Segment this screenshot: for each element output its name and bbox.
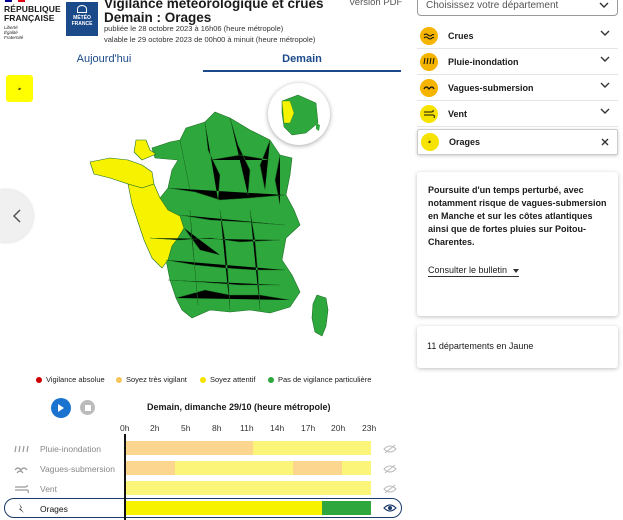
phenomena-list: Crues Pluie-inondation Vagues-submersion… <box>417 23 618 155</box>
hour-label: 11h <box>240 423 254 433</box>
hour-label: 0h <box>120 423 130 433</box>
department-count-card: 11 départements en Jaune <box>417 326 618 368</box>
map-green-zone <box>139 111 301 319</box>
play-button[interactable] <box>51 398 71 418</box>
hour-label: 2h <box>150 423 160 433</box>
tab-today[interactable]: Aujourd'hui <box>76 53 132 65</box>
department-select[interactable]: Choisissez votre département <box>417 0 618 16</box>
french-flag-icon <box>5 0 26 2</box>
orages-badge <box>6 75 33 102</box>
timeline-segment <box>126 501 322 515</box>
legend-pas-de-vigilance: Pas de vigilance particulière <box>268 375 371 384</box>
tab-tomorrow[interactable]: Demain <box>282 53 322 65</box>
pdf-version-link[interactable]: Version PDF <box>349 0 403 8</box>
waves-icon <box>423 85 435 90</box>
caret-down-icon <box>512 269 519 273</box>
france-overview-inset[interactable] <box>268 83 330 145</box>
timeline-row-label: Vent <box>40 484 58 494</box>
bulletin-card: Poursuite d'un temps perturbé, avec nota… <box>417 172 618 316</box>
hour-label: 8h <box>212 423 222 433</box>
phenomenon-crues[interactable]: Crues <box>417 23 618 49</box>
phenomenon-vent[interactable]: Vent <box>417 101 618 127</box>
meteo-france-logo: MÉTÉO FRANCE <box>66 2 98 36</box>
lightning-icon <box>19 503 24 513</box>
map-yellow-atlantic <box>127 183 185 269</box>
legend-soyez-tres-vigilant: Soyez très vigilant <box>116 375 187 384</box>
rain-icon <box>423 57 435 64</box>
legend-soyez-attentif: Soyez attentif <box>200 375 255 384</box>
hour-label: 20h <box>331 423 346 433</box>
timeline-segment <box>126 441 254 455</box>
timeline-row-label: Vagues-submersion <box>40 464 115 474</box>
timeline-segment <box>253 441 371 455</box>
timeline-bar-pluie <box>126 441 371 455</box>
timeline-segment <box>126 481 371 495</box>
eye-hidden-icon[interactable] <box>383 484 397 494</box>
waves-icon <box>14 467 28 474</box>
hour-label: 5h <box>181 423 191 433</box>
republique-francaise-logo: RÉPUBLIQUE FRANÇAISE Liberté Égalité Frater… <box>4 0 62 46</box>
timeline-title: Demain, dimanche 29/10 (heure métropole) <box>147 402 331 412</box>
flood-icon <box>423 33 435 39</box>
wind-icon <box>15 484 29 494</box>
wind-icon <box>424 109 435 118</box>
eye-hidden-icon[interactable] <box>383 464 397 474</box>
previous-arrow-button[interactable] <box>0 190 33 242</box>
map-yellow-brittany <box>89 157 155 189</box>
hour-label: 14h <box>270 423 285 433</box>
phenomenon-vagues-submersion[interactable]: Vagues-submersion <box>417 75 618 101</box>
published-date: publiée le 28 octobre 2023 à 16h06 (heur… <box>104 24 284 33</box>
chevron-down-icon <box>600 30 610 36</box>
timeline-bar-orages <box>126 501 371 515</box>
hour-label: 17h <box>301 423 316 433</box>
stop-button[interactable] <box>80 400 95 415</box>
timeline-segment <box>126 461 175 475</box>
hour-label: 23h <box>362 423 377 433</box>
stop-icon <box>84 404 91 411</box>
lightning-icon <box>15 82 24 95</box>
timeline-segment <box>292 461 342 475</box>
timeline-bar-vagues <box>126 461 371 475</box>
validity-date: valable le 29 octobre 2023 de 00h00 à mi… <box>104 35 316 44</box>
chevron-down-icon <box>600 108 610 114</box>
map-yellow-normandy <box>133 139 157 161</box>
timeline-segment <box>341 461 371 475</box>
eye-hidden-icon[interactable] <box>383 444 397 454</box>
close-icon[interactable] <box>601 138 609 146</box>
legend-vigilance-absolue: Vigilance absolue <box>36 375 105 384</box>
phenomenon-pluie-inondation[interactable]: Pluie-inondation <box>417 49 618 75</box>
chevron-down-icon <box>600 56 610 62</box>
phenomenon-orages[interactable]: Orages <box>417 129 618 155</box>
chevron-down-icon <box>599 2 609 8</box>
consult-bulletin-link[interactable]: Consulter le bulletin <box>428 265 519 277</box>
page-title: Vigilance météorologique et crues Demain… <box>104 0 324 25</box>
timeline-segment <box>175 461 293 475</box>
timeline-row-label: Orages <box>40 504 68 514</box>
rain-icon <box>14 445 29 453</box>
map-corsica <box>311 294 329 337</box>
eye-icon[interactable] <box>383 503 397 513</box>
timeline-row-orages-selected[interactable] <box>4 498 402 518</box>
lightning-icon <box>427 137 433 147</box>
timeline-bar-vent <box>126 481 371 495</box>
timeline-segment <box>322 501 371 515</box>
chevron-down-icon <box>600 82 610 88</box>
play-icon <box>58 404 64 412</box>
france-vigilance-map[interactable] <box>80 100 380 360</box>
chevron-left-icon <box>12 209 21 223</box>
timeline-cursor[interactable] <box>124 434 126 520</box>
timeline-row-label: Pluie-inondation <box>40 444 101 454</box>
department-count: 11 départements en Jaune <box>427 341 534 351</box>
active-tab-indicator <box>203 70 401 72</box>
bulletin-text: Poursuite d'un temps perturbé, avec nota… <box>428 185 607 247</box>
